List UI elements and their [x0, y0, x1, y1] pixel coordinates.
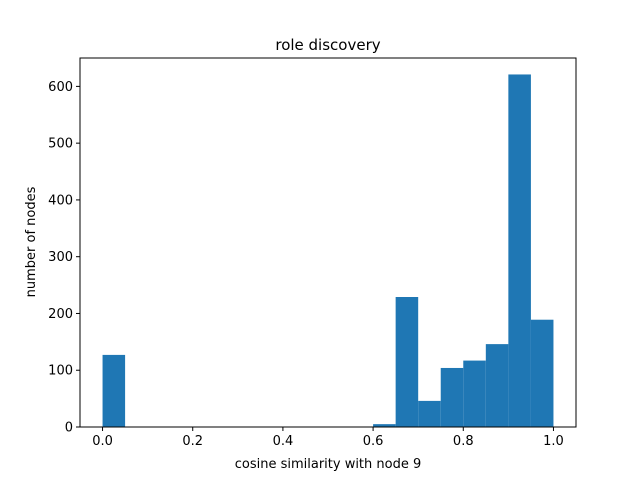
histogram-bar: [373, 424, 396, 427]
bars-group: [102, 74, 554, 428]
y-tick-label: 100: [48, 364, 73, 379]
chart-title: role discovery: [275, 36, 380, 54]
x-axis-label: cosine similarity with node 9: [235, 457, 422, 472]
x-tick-label: 1.0: [543, 434, 564, 449]
x-tick-label: 0.8: [453, 434, 474, 449]
y-axis: 0 100 200 300 400 500 600: [48, 80, 80, 436]
x-tick-label: 0.0: [92, 434, 113, 449]
x-axis: 0.0 0.2 0.4 0.6 0.8 1.0: [92, 427, 564, 449]
y-tick-label: 400: [48, 193, 73, 208]
histogram-bar: [440, 367, 464, 427]
histogram-bar: [418, 400, 441, 427]
y-tick-label: 500: [48, 137, 73, 152]
y-tick-label: 200: [48, 307, 73, 322]
histogram-bar: [508, 74, 531, 428]
y-tick-label: 600: [48, 80, 73, 95]
histogram-bar: [463, 360, 486, 427]
x-tick-label: 0.4: [273, 434, 294, 449]
histogram-bar: [530, 319, 554, 427]
y-tick-label: 0: [65, 421, 73, 436]
x-tick-label: 0.2: [182, 434, 203, 449]
y-axis-label: number of nodes: [24, 186, 39, 297]
histogram-bar: [102, 354, 126, 427]
x-tick-label: 0.6: [363, 434, 384, 449]
histogram-bar: [395, 297, 419, 427]
plot-frame: [79, 57, 577, 428]
y-tick-label: 300: [48, 250, 73, 265]
histogram-bar: [485, 344, 509, 427]
